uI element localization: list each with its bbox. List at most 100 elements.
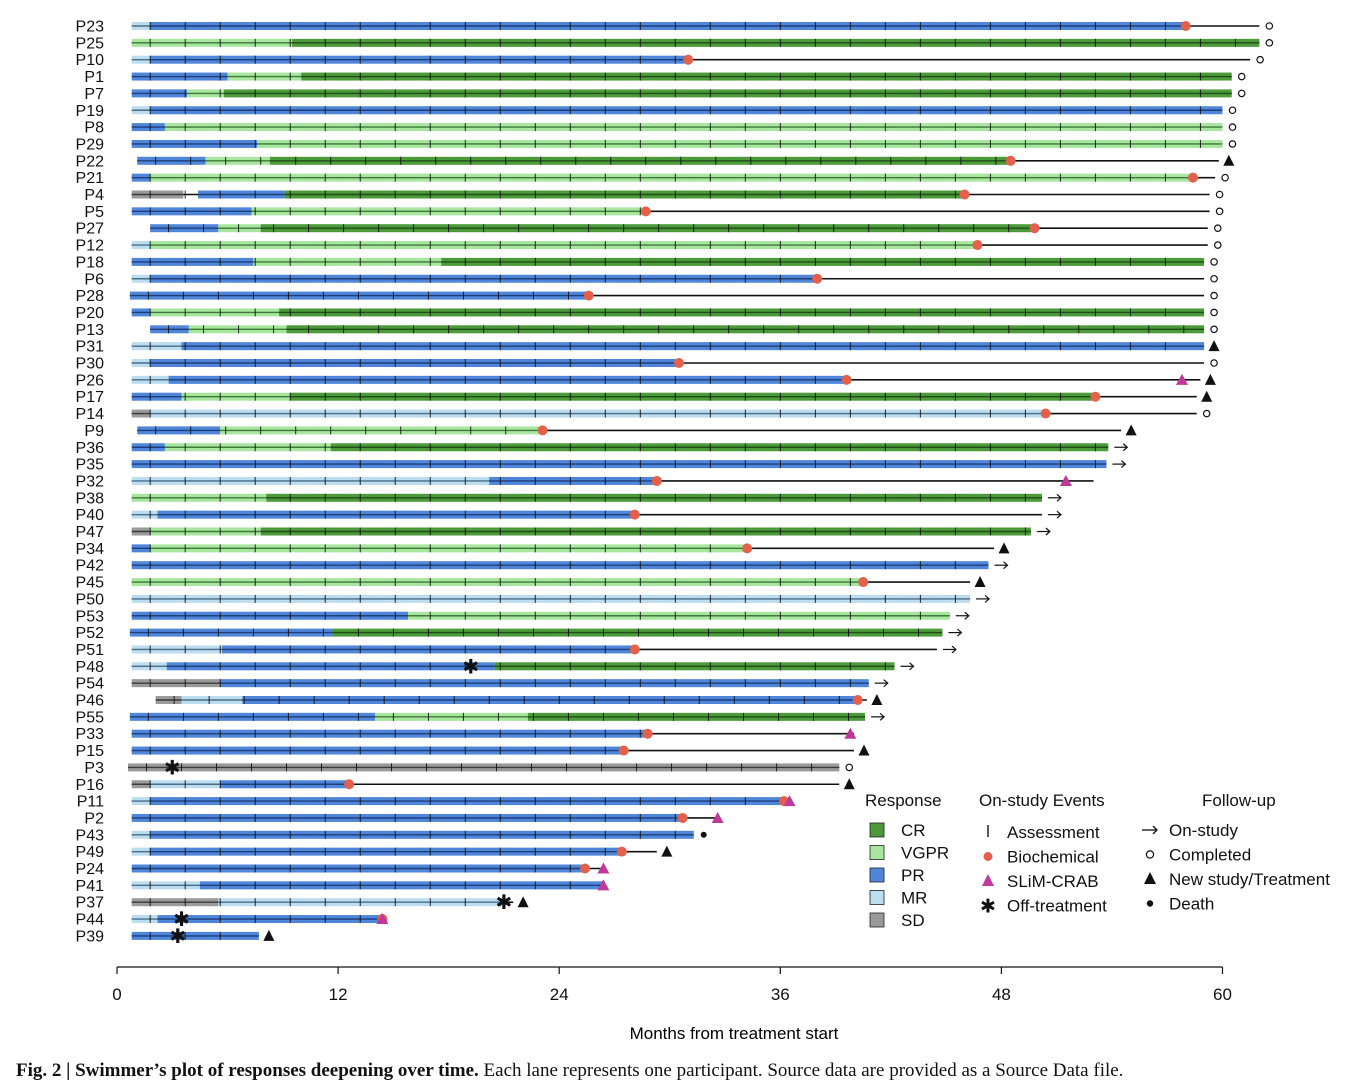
lane-label: P33 — [76, 726, 105, 743]
lane-label: P52 — [76, 625, 105, 642]
biochemical-marker — [959, 189, 970, 200]
x-tick-label: 12 — [329, 985, 348, 1004]
x-tick-label: 36 — [771, 985, 790, 1004]
caption-title: Fig. 2 | Swimmer’s plot of responses dee… — [16, 1060, 479, 1081]
lane-label: P31 — [76, 339, 105, 356]
new-treatment-marker — [1125, 424, 1137, 436]
lane-p45: P45 — [76, 575, 986, 592]
biochemical-marker — [742, 543, 753, 554]
lane-p9: P9 — [84, 423, 1137, 440]
lane-p48: P48 ✱ — [76, 654, 915, 678]
swimmer-plot: P23P25P10P1P7P19P8P29P22P21P4P5P27P12P18… — [76, 19, 1331, 1044]
lane-p24: P24 — [76, 861, 610, 878]
new-treatment-marker — [661, 845, 673, 857]
lane-p15: P15 — [76, 743, 870, 760]
lane-p31: P31 — [76, 339, 1220, 356]
completed-marker — [1228, 140, 1237, 148]
on-study-arrowhead — [957, 628, 963, 637]
lane-label: P47 — [76, 524, 105, 541]
biochemical-marker — [344, 779, 355, 790]
new-treatment-marker — [517, 896, 529, 908]
lane-label: P29 — [76, 136, 105, 153]
on-study-arrowhead — [1003, 561, 1009, 570]
lane-label: P49 — [76, 844, 105, 861]
legend-swatch-sd — [869, 912, 885, 928]
lanes: P23P25P10P1P7P19P8P29P22P21P4P5P27P12P18… — [76, 19, 1274, 948]
lane-label: P1 — [84, 69, 104, 86]
new-treatment-marker — [263, 929, 275, 941]
lane-label: P45 — [76, 575, 105, 592]
lane-label: P34 — [76, 541, 105, 558]
biochemical-marker — [642, 728, 653, 739]
on-study-arrowhead — [1121, 460, 1127, 469]
legend: Response CR VGPR PR MR SD On-study Events Asses… — [865, 791, 1330, 930]
off-treatment-marker: ✱ — [169, 924, 186, 948]
lane-label: P51 — [76, 642, 105, 659]
legend-slim-crab-icon — [982, 874, 994, 886]
biochemical-marker — [1005, 155, 1016, 166]
lane-label: P9 — [84, 423, 104, 440]
lane-label: P6 — [84, 271, 104, 288]
slim-crab-marker — [711, 811, 724, 823]
legend-response-title: Response — [865, 791, 942, 810]
lane-p18: P18 — [76, 254, 1218, 271]
biochemical-marker — [629, 509, 640, 520]
biochemical-marker — [537, 425, 548, 436]
lane-p22: P22 — [76, 153, 1235, 170]
slim-crab-marker — [844, 727, 857, 739]
lane-label: P13 — [76, 322, 105, 339]
lane-p4: P4 — [84, 187, 1224, 204]
lane-p6: P6 — [84, 271, 1218, 288]
legend-new-treatment-icon — [1144, 872, 1156, 884]
lane-label: P2 — [84, 810, 104, 827]
lane-p51: P51 — [76, 642, 957, 659]
biochemical-marker — [1188, 172, 1199, 183]
lane-p17: P17 — [76, 389, 1213, 406]
on-study-arrowhead — [1056, 493, 1062, 502]
completed-marker — [1210, 274, 1218, 283]
completed-marker — [1210, 291, 1218, 300]
on-study-arrowhead — [909, 662, 915, 671]
completed-marker — [1210, 359, 1218, 367]
new-treatment-marker — [1201, 390, 1213, 402]
lane-label: P50 — [76, 591, 105, 608]
lane-p53: P53 — [76, 608, 970, 625]
legend-label-vgpr: VGPR — [901, 844, 949, 863]
lane-p25: P25 — [76, 35, 1274, 52]
legend-biochemical-icon — [983, 852, 993, 861]
lane-p26: P26 — [76, 372, 1216, 389]
lane-p42: P42 — [76, 558, 1009, 575]
on-study-arrowhead — [964, 611, 970, 620]
legend-label-biochemical: Biochemical — [1007, 848, 1099, 867]
lane-p11: P11 — [77, 794, 796, 811]
slim-crab-marker — [1175, 373, 1188, 385]
lane-p14: P14 — [76, 406, 1211, 423]
lane-label: P25 — [76, 35, 105, 52]
lane-label: P17 — [76, 389, 105, 406]
completed-marker — [1213, 224, 1222, 233]
on-study-arrowhead — [879, 712, 885, 721]
lane-p52: P52 — [76, 625, 963, 642]
completed-marker — [845, 763, 854, 772]
new-treatment-marker — [1204, 373, 1216, 385]
lane-label: P27 — [76, 221, 105, 238]
biochemical-marker — [579, 863, 590, 874]
completed-marker — [1237, 72, 1246, 81]
slim-crab-marker — [597, 862, 610, 874]
lane-label: P39 — [76, 928, 105, 945]
slim-crab-marker — [783, 795, 796, 807]
lane-p40: P40 — [76, 507, 1062, 524]
legend-label-newtx: New study/Treatment — [1169, 870, 1330, 889]
lane-label: P7 — [84, 86, 104, 103]
biochemical-marker — [852, 695, 863, 705]
legend-label-pr: PR — [901, 866, 925, 885]
biochemical-marker — [972, 240, 983, 251]
lane-p43: P43 — [76, 827, 707, 844]
lane-label: P24 — [76, 861, 105, 878]
lane-p35: P35 — [76, 457, 1127, 474]
off-treatment-marker: ✱ — [164, 755, 181, 779]
new-treatment-marker — [1208, 340, 1220, 352]
lane-label: P42 — [76, 558, 105, 575]
lane-label: P16 — [76, 777, 105, 794]
biochemical-marker — [812, 273, 823, 284]
